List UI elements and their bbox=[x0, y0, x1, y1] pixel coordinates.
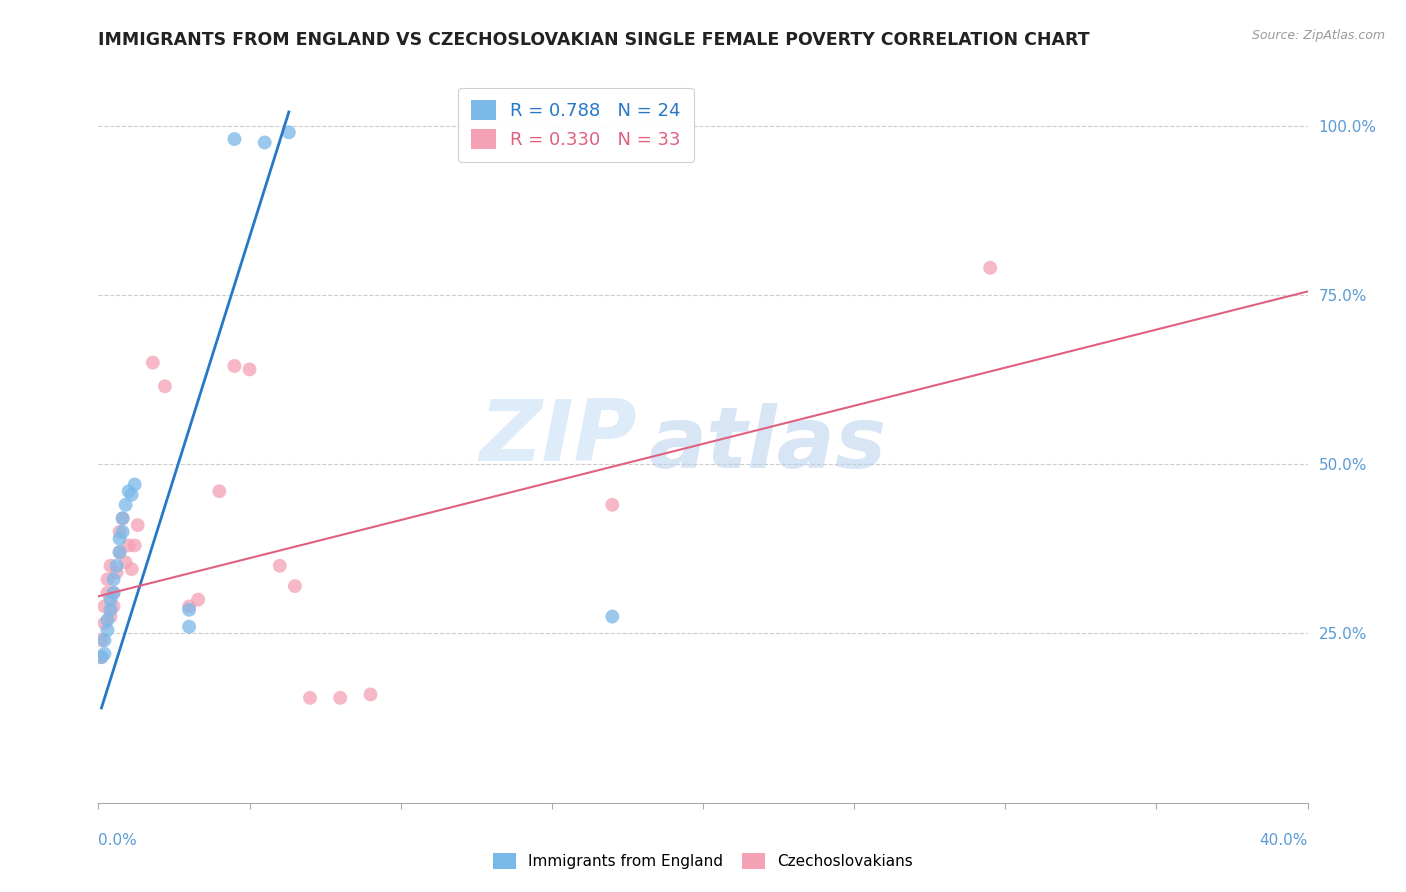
Point bbox=[602, 609, 624, 624]
Point bbox=[179, 599, 201, 614]
Point bbox=[96, 586, 118, 600]
Point bbox=[100, 592, 122, 607]
Point bbox=[100, 558, 122, 573]
Point bbox=[96, 613, 118, 627]
Point bbox=[90, 650, 112, 665]
Point bbox=[103, 572, 125, 586]
Point bbox=[121, 488, 143, 502]
Point bbox=[253, 136, 276, 150]
Point bbox=[90, 633, 112, 648]
Legend: R = 0.788   N = 24, R = 0.330   N = 33: R = 0.788 N = 24, R = 0.330 N = 33 bbox=[458, 87, 693, 161]
Point bbox=[108, 524, 131, 539]
Point bbox=[111, 524, 134, 539]
Point bbox=[153, 379, 176, 393]
Point bbox=[108, 532, 131, 546]
Point bbox=[239, 362, 262, 376]
Point bbox=[103, 599, 125, 614]
Text: atlas: atlas bbox=[648, 403, 887, 486]
Point bbox=[111, 511, 134, 525]
Point bbox=[208, 484, 231, 499]
Point bbox=[979, 260, 1001, 275]
Point bbox=[118, 484, 141, 499]
Point bbox=[127, 518, 149, 533]
Point bbox=[96, 572, 118, 586]
Point bbox=[124, 477, 146, 491]
Point bbox=[105, 558, 128, 573]
Text: ZIP: ZIP bbox=[479, 395, 637, 479]
Point bbox=[121, 562, 143, 576]
Legend: Immigrants from England, Czechoslovakians: Immigrants from England, Czechoslovakian… bbox=[488, 847, 918, 875]
Point bbox=[108, 545, 131, 559]
Text: IMMIGRANTS FROM ENGLAND VS CZECHOSLOVAKIAN SINGLE FEMALE POVERTY CORRELATION CHA: IMMIGRANTS FROM ENGLAND VS CZECHOSLOVAKI… bbox=[98, 31, 1090, 49]
Point bbox=[93, 647, 115, 661]
Point bbox=[100, 609, 122, 624]
Point bbox=[299, 690, 322, 705]
Point bbox=[329, 690, 352, 705]
Point bbox=[103, 586, 125, 600]
Point bbox=[93, 633, 115, 648]
Point bbox=[187, 592, 209, 607]
Point bbox=[96, 623, 118, 637]
Point bbox=[602, 498, 624, 512]
Point bbox=[224, 359, 246, 373]
Point bbox=[103, 586, 125, 600]
Point bbox=[118, 538, 141, 552]
Point bbox=[284, 579, 307, 593]
Point bbox=[114, 498, 136, 512]
Point bbox=[114, 555, 136, 569]
Point bbox=[124, 538, 146, 552]
Point bbox=[277, 125, 299, 139]
Point bbox=[269, 558, 291, 573]
Point bbox=[360, 688, 382, 702]
Point bbox=[111, 511, 134, 525]
Text: Source: ZipAtlas.com: Source: ZipAtlas.com bbox=[1251, 29, 1385, 42]
Point bbox=[100, 603, 122, 617]
Point bbox=[224, 132, 246, 146]
Point bbox=[108, 545, 131, 559]
Point bbox=[90, 650, 112, 665]
Point bbox=[93, 616, 115, 631]
Point bbox=[179, 603, 201, 617]
Text: 40.0%: 40.0% bbox=[1260, 833, 1308, 848]
Point bbox=[105, 566, 128, 580]
Point bbox=[179, 620, 201, 634]
Text: 0.0%: 0.0% bbox=[98, 833, 138, 848]
Point bbox=[142, 355, 165, 369]
Point bbox=[93, 599, 115, 614]
